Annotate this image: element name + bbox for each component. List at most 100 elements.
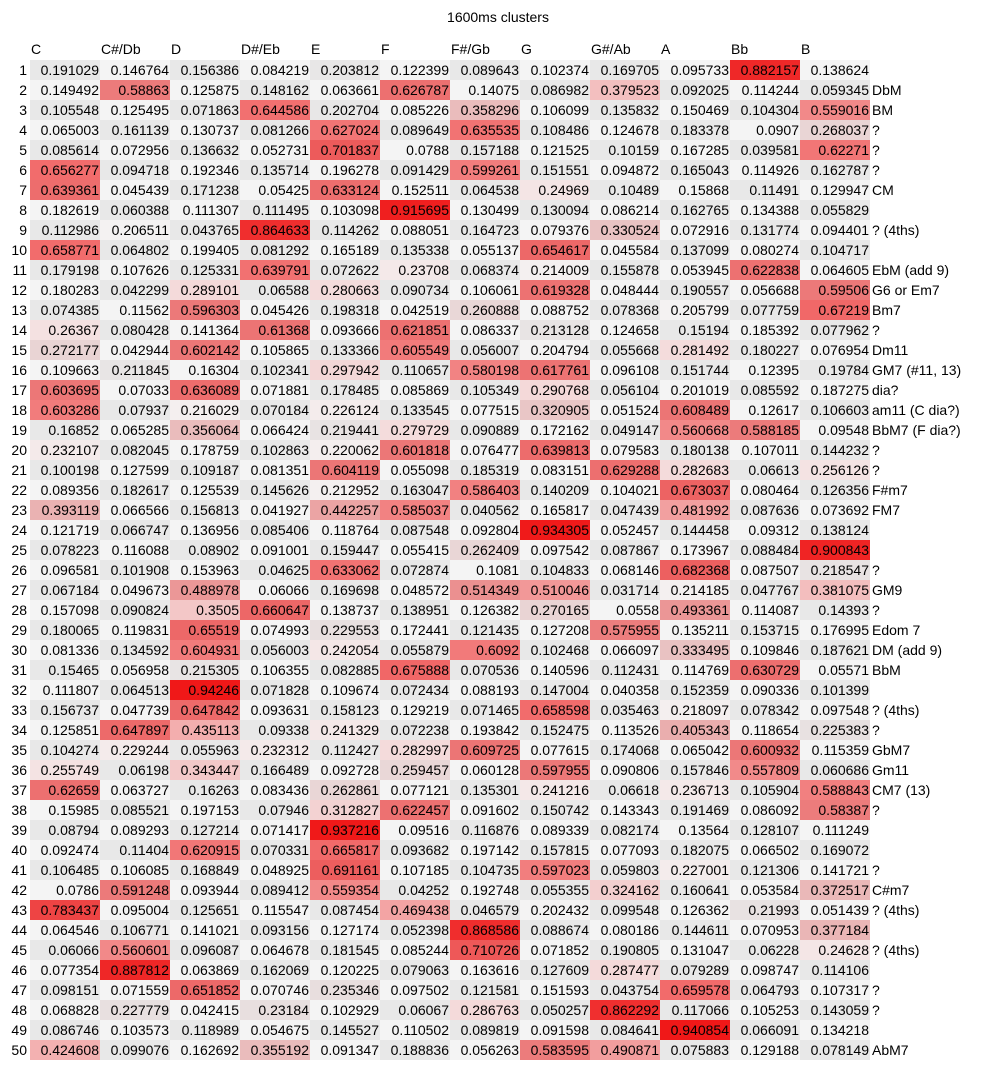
heatmap-cell: 0.320905 [520, 400, 590, 420]
heatmap-cell: 0.079583 [590, 440, 660, 460]
heatmap-cell: 0.152511 [380, 180, 450, 200]
heatmap-cell: 0.08794 [30, 820, 100, 840]
chord-annotation: CM [872, 182, 894, 198]
chord-annotation: ? [872, 602, 880, 618]
heatmap-cell: 0.089643 [450, 60, 520, 80]
heatmap-cell: 0.065042 [660, 740, 730, 760]
heatmap-cell: 0.136956 [170, 520, 240, 540]
heatmap-cell: 0.151593 [520, 980, 590, 1000]
heatmap-cell: 0.043765 [170, 220, 240, 240]
heatmap-cell: 0.082045 [100, 440, 170, 460]
heatmap-cell: 0.059345 [800, 80, 870, 100]
heatmap-cell: 0.290768 [520, 380, 590, 400]
heatmap-cell: 0.165189 [310, 240, 380, 260]
heatmap-cell: 0.10489 [590, 180, 660, 200]
heatmap-cell: 0.138951 [380, 600, 450, 620]
chord-annotation: EbM (add 9) [872, 262, 950, 278]
heatmap-cell: 0.096087 [170, 940, 240, 960]
heatmap-cell: 0.493361 [660, 600, 730, 620]
heatmap-cell: 0.055355 [520, 880, 590, 900]
heatmap-cell: 0.086214 [590, 200, 660, 220]
heatmap-cell: 0.125331 [170, 260, 240, 280]
heatmap-cell: 0.135211 [660, 620, 730, 640]
heatmap-cell: 0.148162 [240, 80, 310, 100]
heatmap-cell: 0.675888 [380, 660, 450, 680]
heatmap-cell: 0.091001 [240, 540, 310, 560]
heatmap-cell: 0.633124 [310, 180, 380, 200]
heatmap-cell: 0.173967 [660, 540, 730, 560]
heatmap-cell: 0.665817 [310, 840, 380, 860]
heatmap-cell: 0.068828 [30, 1000, 100, 1020]
heatmap-cell: 0.06066 [30, 940, 100, 960]
chord-annotation: ? [872, 1002, 880, 1018]
heatmap-cell: 0.042299 [100, 280, 170, 300]
heatmap-cell: 0.214009 [520, 260, 590, 280]
heatmap-cell: 0.074993 [240, 620, 310, 640]
heatmap-cell: 0.887812 [100, 960, 170, 980]
heatmap-cell: 0.356064 [170, 420, 240, 440]
heatmap-cell: 0.58863 [100, 80, 170, 100]
heatmap-cell: 0.297942 [310, 360, 380, 380]
row-label: 36 [11, 762, 27, 778]
heatmap-cell: 0.585037 [380, 500, 450, 520]
heatmap-cell: 0.169072 [800, 840, 870, 860]
heatmap-cell: 0.080186 [590, 920, 660, 940]
heatmap-cell: 0.092474 [30, 840, 100, 860]
column-header: D [171, 41, 182, 57]
heatmap-cell: 0.180283 [30, 280, 100, 300]
heatmap-cell: 0.241216 [520, 780, 590, 800]
heatmap-cell: 0.080274 [730, 240, 800, 260]
heatmap-cell: 0.089649 [380, 120, 450, 140]
heatmap-cell: 0.183378 [660, 120, 730, 140]
heatmap-cell: 0.055829 [800, 200, 870, 220]
heatmap-cell: 0.23708 [380, 260, 450, 280]
heatmap-cell: 0.216029 [170, 400, 240, 420]
heatmap-cell: 0.710726 [450, 940, 520, 960]
heatmap-cell: 0.101399 [800, 680, 870, 700]
heatmap-cell: 0.087454 [310, 900, 380, 920]
heatmap-cell: 0.627024 [310, 120, 380, 140]
heatmap-cell: 0.047767 [730, 580, 800, 600]
heatmap-cell: 0.172441 [380, 620, 450, 640]
heatmap-cell: 0.639813 [520, 440, 590, 460]
heatmap-cell: 0.11491 [730, 180, 800, 200]
heatmap-cell: 0.09338 [240, 720, 310, 740]
heatmap-cell: 0.092025 [660, 80, 730, 100]
heatmap-cell: 0.071852 [520, 940, 590, 960]
row-label: 41 [11, 862, 27, 878]
heatmap-cell: 0.063661 [310, 80, 380, 100]
heatmap-cell: 0.185319 [450, 460, 520, 480]
heatmap-cell: 0.135338 [380, 240, 450, 260]
heatmap-cell: 0.135714 [240, 160, 310, 180]
heatmap-cell: 0.232312 [240, 740, 310, 760]
heatmap-cell: 0.868586 [450, 920, 520, 940]
heatmap-cell: 0.049147 [590, 420, 660, 440]
heatmap-cell: 0.072238 [380, 720, 450, 740]
heatmap-cell: 0.510046 [520, 580, 590, 600]
row-label: 27 [11, 582, 27, 598]
heatmap-cell: 0.064678 [240, 940, 310, 960]
heatmap-cell: 0.125539 [170, 480, 240, 500]
heatmap-cell: 0.086337 [450, 320, 520, 340]
heatmap-cell: 0.377184 [800, 920, 870, 940]
heatmap-cell: 0.158123 [310, 700, 380, 720]
heatmap-cell: 0.393119 [30, 500, 100, 520]
heatmap-cell: 0.096581 [30, 560, 100, 580]
heatmap-cell: 0.193842 [450, 720, 520, 740]
heatmap-cell: 0.093682 [380, 840, 450, 860]
row-label: 37 [11, 782, 27, 798]
heatmap-cell: 0.940854 [660, 1020, 730, 1040]
heatmap-cell: 0.580198 [450, 360, 520, 380]
heatmap-cell: 0.174068 [590, 740, 660, 760]
heatmap-cell: 0.226124 [310, 400, 380, 420]
heatmap-cell: 0.116876 [450, 820, 520, 840]
chord-annotation: ? [872, 722, 880, 738]
heatmap-cell: 0.24969 [520, 180, 590, 200]
heatmap-cell: 0.197153 [170, 800, 240, 820]
heatmap-cell: 0.149492 [30, 80, 100, 100]
heatmap-cell: 0.127174 [310, 920, 380, 940]
heatmap-cell: 0.358296 [450, 100, 520, 120]
heatmap-cell: 0.145527 [310, 1020, 380, 1040]
heatmap-cell: 0.609725 [450, 740, 520, 760]
heatmap-cell: 0.055137 [450, 240, 520, 260]
